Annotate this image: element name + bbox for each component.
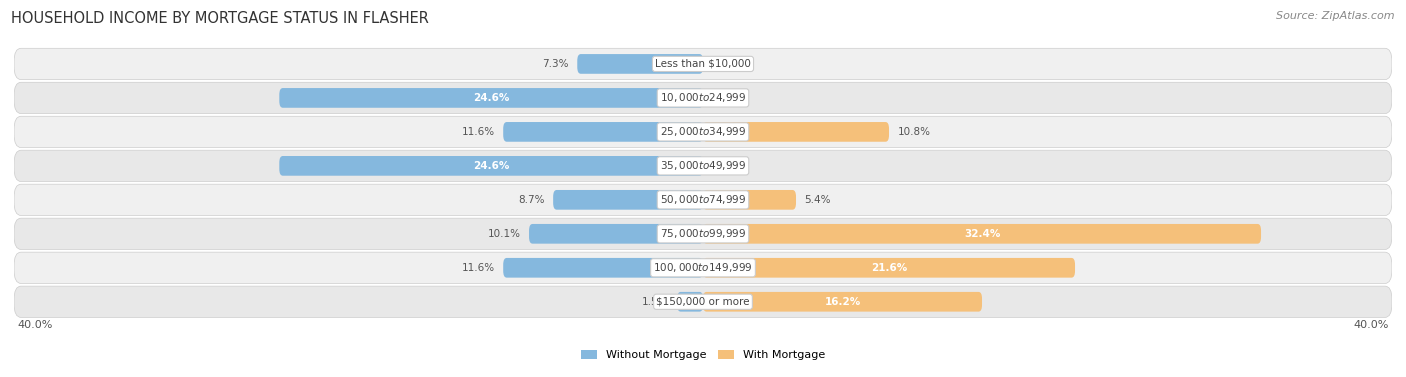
- FancyBboxPatch shape: [14, 82, 1392, 113]
- FancyBboxPatch shape: [503, 122, 703, 142]
- FancyBboxPatch shape: [578, 54, 703, 74]
- Text: 40.0%: 40.0%: [1353, 320, 1389, 331]
- Text: 10.1%: 10.1%: [488, 229, 520, 239]
- Text: 0.0%: 0.0%: [711, 161, 738, 171]
- FancyBboxPatch shape: [280, 156, 703, 176]
- Text: 7.3%: 7.3%: [543, 59, 568, 69]
- Text: $75,000 to $99,999: $75,000 to $99,999: [659, 227, 747, 240]
- FancyBboxPatch shape: [14, 252, 1392, 284]
- Text: 0.0%: 0.0%: [711, 93, 738, 103]
- Legend: Without Mortgage, With Mortgage: Without Mortgage, With Mortgage: [576, 345, 830, 365]
- Text: 10.8%: 10.8%: [897, 127, 931, 137]
- FancyBboxPatch shape: [703, 190, 796, 210]
- Text: 32.4%: 32.4%: [965, 229, 1000, 239]
- Text: 24.6%: 24.6%: [472, 93, 509, 103]
- FancyBboxPatch shape: [14, 116, 1392, 147]
- Text: Less than $10,000: Less than $10,000: [655, 59, 751, 69]
- FancyBboxPatch shape: [703, 292, 981, 312]
- Text: 11.6%: 11.6%: [461, 127, 495, 137]
- Text: Source: ZipAtlas.com: Source: ZipAtlas.com: [1277, 11, 1395, 21]
- Text: $150,000 or more: $150,000 or more: [657, 297, 749, 307]
- Text: 24.6%: 24.6%: [472, 161, 509, 171]
- Text: $35,000 to $49,999: $35,000 to $49,999: [659, 159, 747, 172]
- Text: $25,000 to $34,999: $25,000 to $34,999: [659, 126, 747, 138]
- FancyBboxPatch shape: [678, 292, 703, 312]
- FancyBboxPatch shape: [14, 218, 1392, 250]
- Text: $50,000 to $74,999: $50,000 to $74,999: [659, 193, 747, 206]
- FancyBboxPatch shape: [14, 184, 1392, 216]
- Text: 40.0%: 40.0%: [17, 320, 53, 331]
- FancyBboxPatch shape: [703, 224, 1261, 244]
- FancyBboxPatch shape: [703, 258, 1076, 277]
- Text: 0.0%: 0.0%: [711, 59, 738, 69]
- Text: 1.5%: 1.5%: [643, 297, 669, 307]
- Text: $100,000 to $149,999: $100,000 to $149,999: [654, 261, 752, 274]
- FancyBboxPatch shape: [14, 286, 1392, 317]
- FancyBboxPatch shape: [14, 150, 1392, 181]
- Text: 11.6%: 11.6%: [461, 263, 495, 273]
- Text: $10,000 to $24,999: $10,000 to $24,999: [659, 91, 747, 104]
- Text: 5.4%: 5.4%: [804, 195, 831, 205]
- FancyBboxPatch shape: [14, 48, 1392, 80]
- FancyBboxPatch shape: [529, 224, 703, 244]
- FancyBboxPatch shape: [703, 122, 889, 142]
- FancyBboxPatch shape: [553, 190, 703, 210]
- Text: 16.2%: 16.2%: [824, 297, 860, 307]
- Text: 8.7%: 8.7%: [517, 195, 544, 205]
- Text: HOUSEHOLD INCOME BY MORTGAGE STATUS IN FLASHER: HOUSEHOLD INCOME BY MORTGAGE STATUS IN F…: [11, 11, 429, 26]
- FancyBboxPatch shape: [280, 88, 703, 108]
- FancyBboxPatch shape: [503, 258, 703, 277]
- Text: 21.6%: 21.6%: [870, 263, 907, 273]
